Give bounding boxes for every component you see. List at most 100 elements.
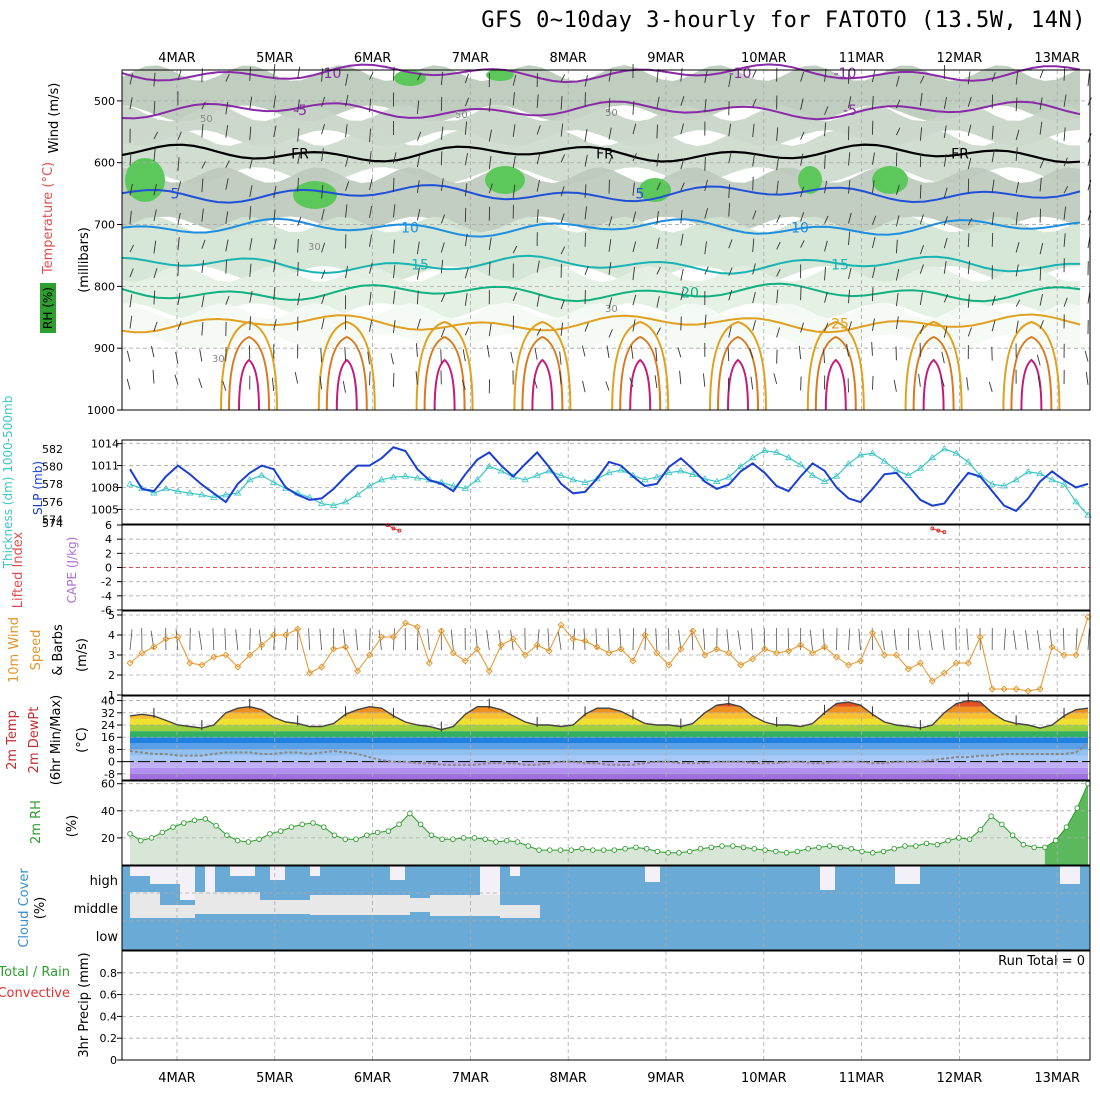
wind-speed-point — [665, 661, 673, 669]
wind-tick-label: 2 — [108, 669, 115, 682]
wind-barb — [656, 124, 658, 139]
wind-barb — [249, 158, 253, 169]
wind-barb — [895, 75, 900, 87]
wind-barb — [369, 72, 374, 80]
wind-barb — [177, 237, 180, 251]
rh-contour-label: 50 — [200, 114, 213, 125]
wind-barb — [464, 268, 469, 279]
rh-point — [913, 843, 919, 849]
thickness-point — [808, 471, 817, 478]
wind-speed-point — [605, 649, 613, 657]
rh-point — [170, 824, 176, 830]
temp-label: 2m Temp — [5, 710, 20, 770]
isotherm-25 — [121, 313, 1081, 334]
wind-speed-point — [1024, 687, 1032, 695]
wind-barb — [1039, 243, 1044, 255]
wind-barb — [536, 153, 541, 165]
wind-barb — [393, 66, 395, 81]
wind-barb-10m — [751, 628, 754, 651]
cloud-gap-high — [310, 866, 320, 876]
rh-point — [536, 847, 542, 853]
rh-point — [267, 831, 273, 837]
rh-point — [956, 835, 962, 841]
lifted-index-segment — [387, 524, 400, 532]
wind-barb — [201, 178, 204, 193]
wind-barb — [559, 351, 562, 365]
wind-barb — [249, 67, 251, 81]
wind-barb — [728, 290, 733, 301]
temp-loop — [228, 335, 270, 411]
wind-barb — [656, 296, 660, 308]
thickness-point — [1072, 498, 1080, 505]
wind-barb — [632, 266, 635, 281]
wind-barb — [656, 211, 659, 225]
wind-barb — [536, 179, 540, 192]
wind-barb — [225, 160, 230, 168]
wind-barb — [943, 261, 947, 274]
wind-barb — [225, 259, 228, 274]
wind-barb — [536, 294, 540, 307]
rh-area — [130, 783, 1088, 865]
lifted-index-point — [391, 526, 396, 531]
thickness-point — [317, 499, 326, 507]
wind-barb — [342, 380, 346, 393]
wind-barb — [440, 214, 446, 224]
wind-barb — [680, 288, 684, 301]
wind-barb — [967, 294, 970, 308]
temp-line — [129, 699, 1089, 731]
wind-barb — [512, 155, 516, 169]
wind-barb — [201, 239, 206, 249]
wind-barb — [919, 244, 924, 255]
wind-barb — [345, 73, 349, 86]
wind-speed-point — [258, 641, 266, 649]
wind-barb — [488, 261, 491, 276]
thickness-point — [832, 472, 841, 479]
isotherm-label: FR — [951, 146, 969, 162]
wind-barb — [416, 290, 419, 305]
rh-point — [439, 836, 445, 843]
wind-barb-10m — [198, 630, 203, 651]
wind-barb — [129, 315, 133, 329]
wind-barb-10m — [644, 628, 647, 651]
wind-barb — [320, 348, 323, 363]
wind-barb — [823, 349, 825, 364]
rh-point — [213, 822, 219, 829]
wind-barb — [680, 158, 685, 170]
wind-barb — [464, 153, 468, 166]
wind-barb — [752, 292, 756, 304]
wind-barb — [776, 180, 779, 194]
wind-barb — [560, 186, 565, 197]
temp-loop — [904, 320, 963, 411]
wind-barb — [225, 125, 229, 138]
wind-barb — [800, 71, 805, 82]
wind-barb — [321, 123, 325, 135]
wind-barb — [608, 297, 613, 309]
wind-barb — [153, 321, 158, 332]
wind-barb — [461, 379, 466, 390]
wind-barb-10m — [273, 628, 276, 651]
wind-barb — [776, 327, 781, 338]
temp-loop — [220, 320, 278, 411]
wind-barb — [201, 101, 206, 110]
thickness-tick-label: 582 — [42, 443, 63, 456]
wind-barb-10m — [212, 628, 215, 651]
wind-barb — [872, 180, 875, 194]
wind-barb — [440, 349, 442, 364]
wind-barb — [1063, 157, 1068, 167]
wind-barb — [967, 71, 971, 85]
wind-barb — [584, 322, 589, 332]
cloud-layer-label: high — [90, 874, 118, 889]
wind-barb — [680, 210, 683, 224]
wind-barb — [393, 239, 395, 254]
wind-barb — [752, 123, 755, 138]
wind-barb — [727, 347, 730, 362]
wind-barb — [752, 69, 757, 78]
wind-barb — [225, 101, 229, 115]
isotherm-label: 10 — [401, 221, 419, 237]
wind-barb-10m — [809, 629, 813, 651]
wind-barb — [991, 212, 995, 226]
wind-barb — [510, 351, 514, 364]
wind-barb — [704, 70, 708, 83]
wind-speed-point — [988, 685, 996, 693]
date-axis: 4MAR 4MAR 5MAR 5MAR 6MAR 6MAR 7MAR 7MAR 8MAR 8MAR… — [158, 51, 1080, 1086]
